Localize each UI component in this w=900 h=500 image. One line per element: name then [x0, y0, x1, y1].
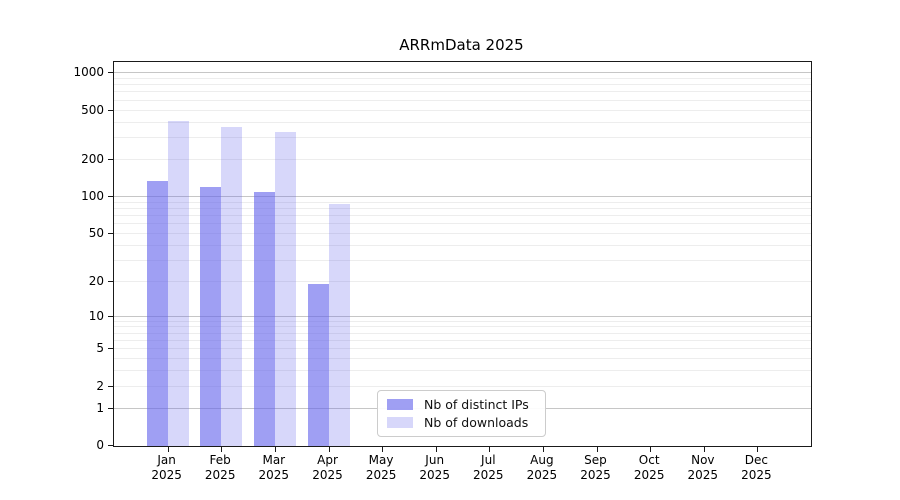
x-axis-tick	[382, 447, 384, 452]
gridline	[114, 215, 811, 216]
gridline	[114, 259, 811, 261]
x-tick-label: Mar 2025	[258, 453, 290, 482]
x-axis-tick	[703, 447, 705, 452]
x-axis-tick	[596, 447, 598, 452]
gridline	[114, 137, 811, 138]
x-tick-label: Aug 2025	[526, 453, 558, 482]
x-tick-label: Oct 2025	[633, 453, 665, 482]
gridline	[114, 320, 811, 322]
bar-jan-downloads	[167, 120, 189, 446]
gridline	[114, 72, 811, 74]
gridline	[114, 358, 811, 360]
x-axis-tick	[489, 447, 491, 452]
x-tick-label: Sep 2025	[580, 453, 611, 482]
x-tick-label: Apr 2025	[312, 453, 343, 482]
y-tick-label: 20	[88, 273, 104, 288]
gridline	[114, 207, 811, 209]
chart-title: ARRmData 2025	[399, 36, 524, 54]
y-axis-tick	[108, 232, 113, 234]
legend-label-downloads: Nb of downloads	[424, 414, 529, 430]
bar-mar-downloads	[274, 131, 296, 446]
gridline	[114, 91, 811, 93]
y-tick-label: 1	[96, 400, 104, 415]
y-tick-label: 2	[96, 378, 104, 393]
gridline	[114, 158, 811, 160]
x-axis-tick	[274, 447, 276, 452]
x-axis-tick	[757, 447, 759, 452]
y-axis-tick	[108, 195, 113, 197]
y-axis-tick	[108, 315, 113, 317]
gridline	[114, 77, 811, 79]
gridline	[114, 99, 811, 101]
y-tick-label: 5	[96, 341, 104, 356]
y-tick-label: 0	[96, 438, 104, 452]
gridline	[114, 121, 811, 123]
gridline	[114, 332, 811, 334]
y-tick-label: 1000	[73, 65, 104, 80]
legend-row-distinct-ips: Nb of distinct IPs	[387, 397, 535, 413]
legend-label-distinct-ips: Nb of distinct IPs	[424, 397, 529, 413]
legend-row-downloads: Nb of downloads	[387, 414, 535, 430]
bar-jan-distinct-ips	[146, 181, 168, 446]
x-axis-tick	[328, 447, 330, 452]
gridline	[114, 201, 811, 203]
x-axis-tick	[435, 447, 437, 452]
x-tick-label: Jan 2025	[151, 453, 182, 482]
gridline	[114, 326, 811, 328]
gridline	[114, 315, 811, 317]
y-axis-tick	[108, 348, 113, 350]
x-axis-tick	[167, 447, 169, 452]
bar-apr-distinct-ips	[307, 284, 329, 446]
legend-swatch-distinct-ips	[387, 399, 413, 411]
x-axis-tick	[650, 447, 652, 452]
x-tick-label: Dec 2025	[741, 453, 772, 482]
y-tick-label: 200	[81, 151, 104, 166]
gridline	[114, 280, 811, 282]
y-axis-tick	[108, 407, 113, 409]
y-axis-tick	[108, 445, 113, 446]
gridline	[114, 385, 811, 387]
y-tick-label: 10	[88, 308, 104, 323]
bar-feb-downloads	[221, 126, 243, 446]
legend: Nb of distinct IPs Nb of downloads	[377, 390, 546, 437]
x-axis-tick	[542, 447, 544, 452]
x-tick-label: Feb 2025	[204, 453, 236, 482]
gridline	[114, 109, 811, 111]
gridline	[114, 348, 811, 350]
y-tick-label: 500	[81, 102, 104, 117]
y-axis-tick	[108, 280, 113, 282]
x-tick-label: May 2025	[365, 453, 397, 482]
gridline	[114, 195, 811, 197]
y-axis-tick	[108, 72, 113, 74]
legend-swatch-downloads	[387, 416, 413, 428]
gridline	[114, 370, 811, 372]
bar-apr-downloads	[328, 204, 350, 446]
gridline	[114, 244, 811, 246]
y-tick-label: 50	[88, 225, 104, 240]
x-tick-label: Jun 2025	[419, 453, 450, 482]
gridline	[114, 223, 811, 225]
y-axis-tick	[108, 158, 113, 160]
x-axis-tick	[221, 447, 223, 452]
x-tick-label: Nov 2025	[687, 453, 719, 482]
gridline	[114, 232, 811, 234]
gridline	[114, 340, 811, 341]
x-tick-label: Jul 2025	[473, 453, 504, 482]
y-tick-label: 100	[81, 188, 104, 203]
y-axis-tick	[108, 109, 113, 111]
bar-mar-distinct-ips	[253, 191, 275, 446]
y-axis-tick	[108, 385, 113, 387]
bar-feb-distinct-ips	[200, 186, 222, 446]
gridline	[114, 84, 811, 86]
